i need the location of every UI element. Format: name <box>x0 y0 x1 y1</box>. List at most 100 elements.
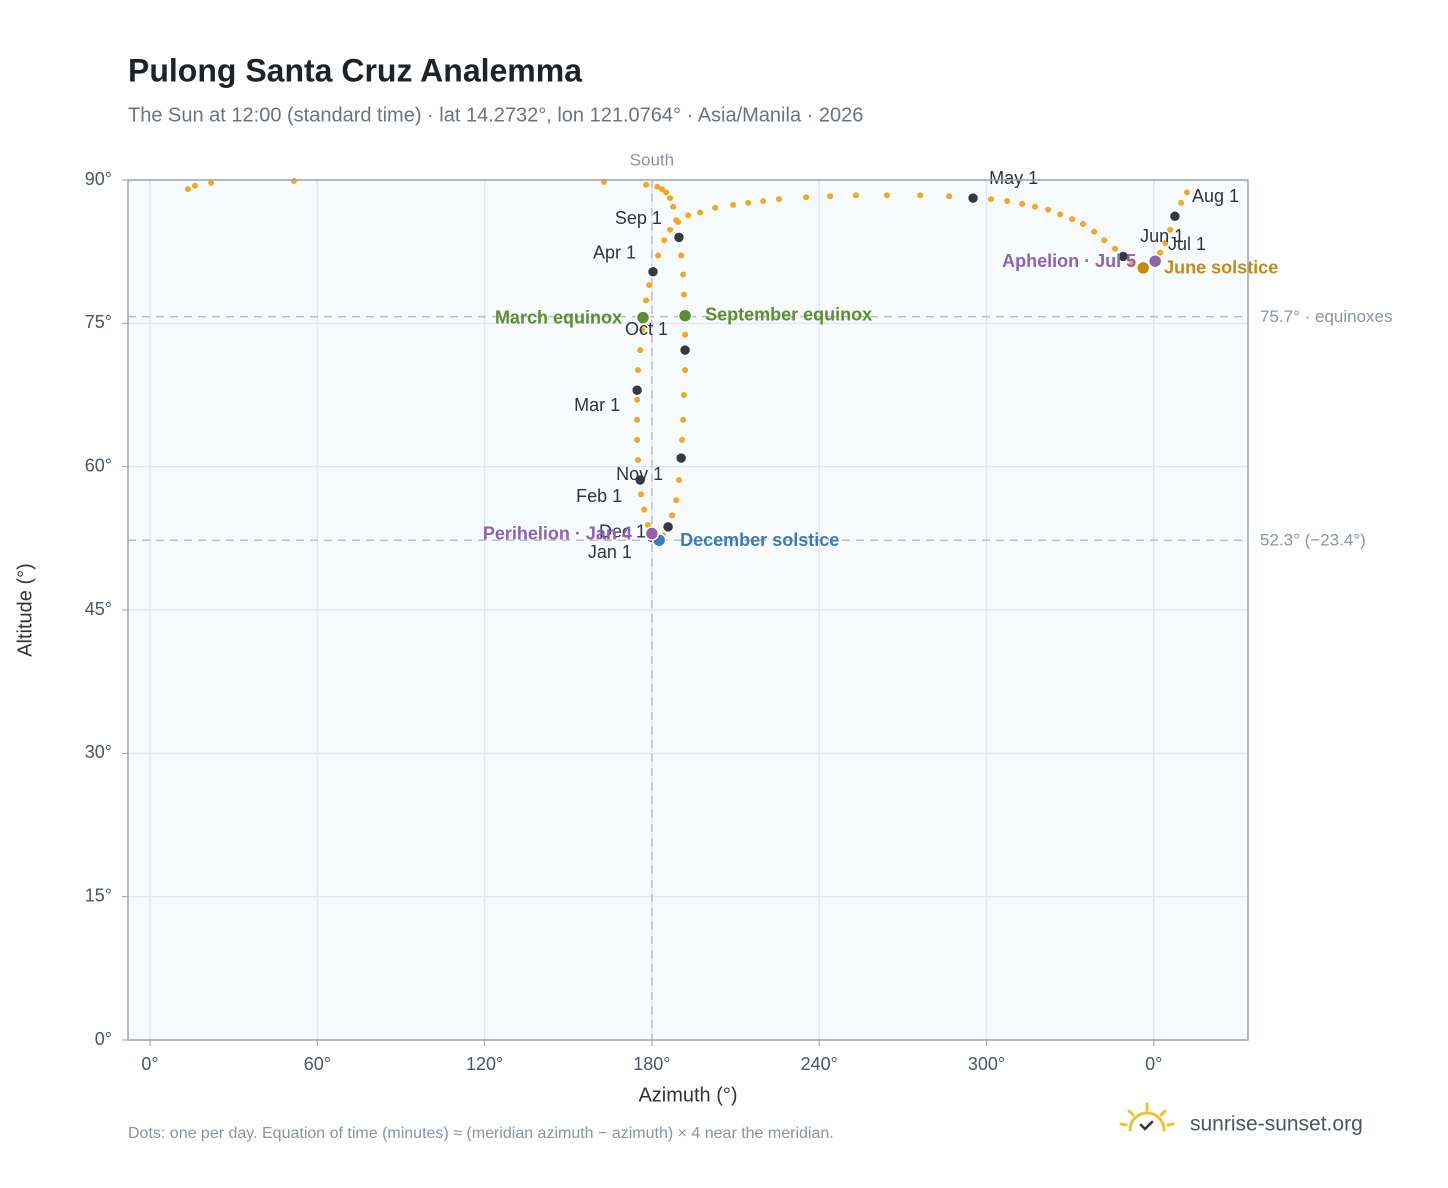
event-label: December solstice <box>680 530 839 550</box>
sun-dot <box>730 201 737 208</box>
event-marker <box>677 308 693 323</box>
month-label: Sep 1 <box>615 208 662 228</box>
month-label: Jan 1 <box>588 542 632 562</box>
y-tick-label: 15° <box>85 885 112 905</box>
month-label: Oct 1 <box>625 319 668 339</box>
sun-dot <box>1101 237 1108 244</box>
brand: sunrise-sunset.org <box>1190 1113 1363 1136</box>
event-label: September equinox <box>705 304 872 324</box>
sun-dot <box>637 347 644 354</box>
month-label: Apr 1 <box>593 242 636 262</box>
sun-dot <box>668 512 675 519</box>
sun-dot <box>663 189 670 196</box>
sun-dot <box>667 195 674 202</box>
sun-dot <box>1129 260 1136 267</box>
month-marker <box>1116 250 1130 263</box>
month-marker <box>633 473 647 487</box>
sun-dot <box>646 282 653 289</box>
meridian-label: South <box>630 150 674 169</box>
x-tick-label: 60° <box>304 1054 331 1074</box>
sun-dot <box>641 506 648 513</box>
sun-dot <box>827 193 834 200</box>
event-label: Aphelion · Jul 5 <box>1002 251 1136 271</box>
event-label: June solstice <box>1164 258 1278 278</box>
event-label: Perihelion · Jan 4 <box>483 523 632 543</box>
x-axis-label: Azimuth (°) <box>638 1084 737 1106</box>
chart-title: Pulong Santa Cruz Analemma <box>128 52 582 88</box>
sun-dot <box>712 204 719 211</box>
sun-dot <box>682 367 689 374</box>
sun-dot <box>639 327 646 334</box>
y-axis-label: Altitude (°) <box>14 563 36 657</box>
sun-dot <box>987 196 994 203</box>
x-tick-label: 0° <box>1145 1054 1162 1074</box>
sun-dot <box>1019 200 1026 207</box>
month-marker <box>678 343 692 357</box>
month-label: Jun 1 <box>1140 226 1184 246</box>
month-label: Aug 1 <box>1192 186 1239 206</box>
sun-dot <box>634 436 641 443</box>
event-marker <box>1147 253 1163 269</box>
sun-dot <box>658 186 665 193</box>
month-label: Feb 1 <box>576 486 622 506</box>
sun-dot <box>760 198 767 205</box>
sun-dot <box>679 436 686 443</box>
event-marker <box>1135 260 1151 276</box>
month-marker <box>646 265 660 278</box>
sun-dot <box>1157 249 1164 256</box>
sun-dot <box>680 416 687 423</box>
x-tick-label: 0° <box>141 1054 158 1074</box>
sun-dot <box>643 181 650 188</box>
sun-dot <box>673 497 680 504</box>
month-label: Mar 1 <box>574 395 620 415</box>
sun-dot <box>634 367 641 374</box>
sun-dot <box>685 212 692 219</box>
sun-dot <box>1167 226 1174 233</box>
month-marker <box>674 451 688 465</box>
sun-dot <box>654 183 661 190</box>
month-marker <box>966 191 980 205</box>
footnote: Dots: one per day. Equation of time (min… <box>128 1125 834 1142</box>
y-tick-label: 45° <box>85 599 112 619</box>
x-tick-label: 240° <box>801 1054 838 1074</box>
sun-dot <box>1112 245 1119 252</box>
sun-dot <box>1031 203 1038 210</box>
sun-dot <box>673 217 680 224</box>
sun-dot <box>682 331 689 338</box>
event-label: March equinox <box>495 307 622 327</box>
y-tick-label: 90° <box>85 169 112 189</box>
sun-dot <box>1045 206 1052 213</box>
sun-dot <box>661 237 668 244</box>
sun-dot <box>852 192 859 199</box>
sun-dot <box>776 196 783 203</box>
sun-dot <box>670 203 677 210</box>
sun-dot <box>1079 220 1086 227</box>
sun-dot <box>634 416 641 423</box>
y-tick-label: 60° <box>85 455 112 475</box>
sun-dot <box>667 226 674 233</box>
reference-label: 52.3° (−23.4°) <box>1260 531 1366 550</box>
sun-dot <box>208 179 215 186</box>
sun-dot <box>1178 199 1185 206</box>
month-marker <box>672 231 686 244</box>
sun-dot <box>184 186 191 193</box>
chart-subtitle: The Sun at 12:00 (standard time) · lat 1… <box>128 104 863 126</box>
sun-dot <box>917 192 924 199</box>
month-label: May 1 <box>989 168 1038 188</box>
x-tick-label: 300° <box>968 1054 1005 1074</box>
y-tick-label: 0° <box>95 1029 112 1049</box>
sun-dot <box>680 291 687 298</box>
reference-label: 75.7° · equinoxes <box>1260 307 1393 326</box>
x-tick-label: 180° <box>633 1054 670 1074</box>
sun-dot <box>643 297 650 304</box>
brand-logo <box>1119 1102 1175 1132</box>
month-marker <box>661 520 675 534</box>
month-label: Nov 1 <box>616 464 663 484</box>
y-tick-label: 30° <box>85 742 112 762</box>
month-marker <box>630 383 644 397</box>
sun-dot <box>638 491 645 498</box>
plot-border <box>127 179 1249 1041</box>
x-tick-label: 120° <box>466 1054 503 1074</box>
sun-dot <box>1004 198 1011 205</box>
sun-dot <box>634 456 641 463</box>
